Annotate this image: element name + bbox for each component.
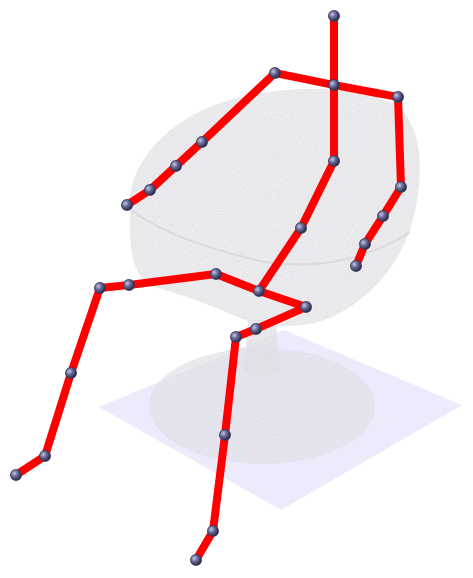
joint-right-elbow <box>395 181 407 193</box>
chair-shell <box>129 88 420 327</box>
joint-left-foot-tip <box>10 469 22 481</box>
joint-right-foot-tip <box>190 554 202 566</box>
joint-spine-mid <box>328 155 340 167</box>
joint-left-wrist <box>170 160 182 172</box>
joint-left-knee <box>94 282 106 294</box>
bone-neck-to-left-shoulder <box>271 69 338 89</box>
joint-left-hip-outer <box>123 279 135 291</box>
bone-neck-to-right-shoulder <box>330 81 402 101</box>
joint-spine-low <box>295 222 307 234</box>
bone-spine-mid <box>297 157 338 232</box>
joint-right-shin-mid <box>219 429 231 441</box>
bone-right-upper-arm <box>394 93 405 191</box>
joint-left-finger-tip <box>121 199 133 211</box>
bone-right-hip <box>255 287 310 311</box>
joint-right-finger-tip <box>350 260 362 272</box>
bone-left-upper-arm <box>198 69 279 146</box>
skeleton-joints <box>10 10 407 566</box>
joint-right-knee <box>230 331 242 343</box>
bone-left-hip <box>212 270 263 295</box>
joint-neck <box>328 79 340 91</box>
joint-left-shoulder <box>269 67 281 79</box>
joint-pelvis <box>253 285 265 297</box>
joint-left-hip <box>210 268 222 280</box>
bone-right-thigh <box>252 303 310 333</box>
joint-head <box>328 10 340 22</box>
joint-left-ankle <box>39 450 51 462</box>
bone-right-shin-lower <box>209 431 229 535</box>
bone-left-thigh <box>125 270 220 289</box>
chair-base <box>149 348 375 464</box>
joint-right-hip <box>300 301 312 313</box>
joint-right-knee-inner <box>250 323 262 335</box>
joint-left-shin-mid <box>65 367 77 379</box>
joint-right-hand-tip <box>359 238 371 250</box>
joint-right-ankle <box>207 525 219 537</box>
bone-spine-lower <box>255 224 305 295</box>
joint-left-hand-tip <box>144 184 156 196</box>
bone-left-shin-lower <box>41 369 75 460</box>
bone-right-shin <box>221 333 240 439</box>
joint-left-elbow <box>196 136 208 148</box>
joint-right-shoulder <box>392 91 404 103</box>
bone-left-shin <box>67 284 104 377</box>
joint-right-wrist <box>377 210 389 222</box>
